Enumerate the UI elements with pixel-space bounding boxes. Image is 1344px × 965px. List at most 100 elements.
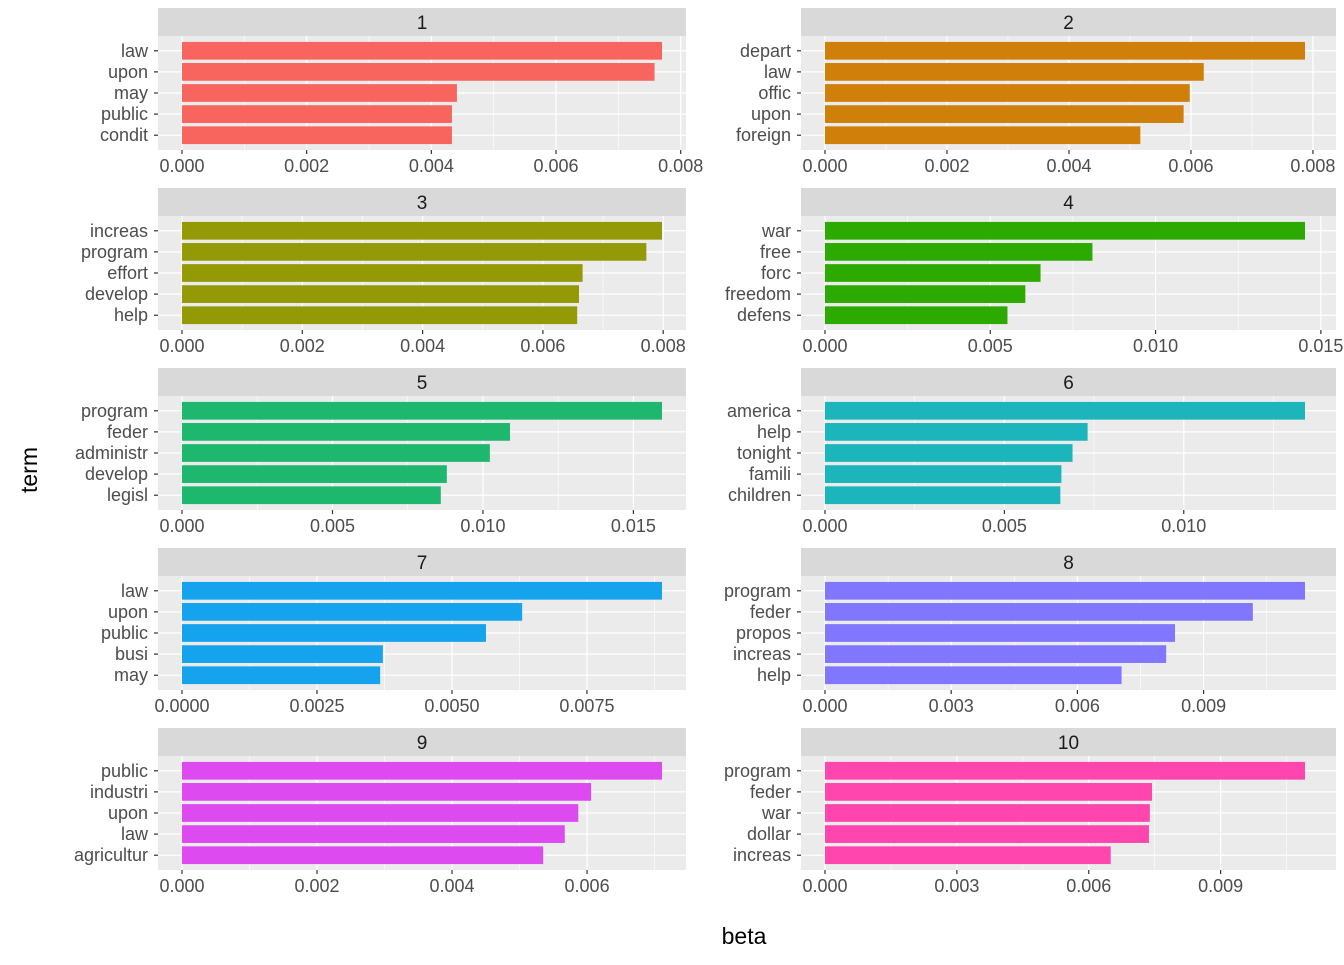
bar-freedom <box>825 285 1026 303</box>
bar-upon <box>825 105 1184 123</box>
term-label: law <box>121 824 149 844</box>
x-tick-label: 0.000 <box>802 156 847 176</box>
x-tick-label: 0.002 <box>280 336 325 356</box>
term-label: program <box>81 401 148 421</box>
term-label: administr <box>75 443 148 463</box>
bar-free <box>825 243 1093 261</box>
term-label: effort <box>107 263 148 283</box>
term-label: program <box>724 581 791 601</box>
facet-strip-label: 2 <box>1063 13 1074 34</box>
facet-strip <box>158 188 686 216</box>
bar-feder <box>825 603 1253 621</box>
x-tick-label: 0.000 <box>159 156 204 176</box>
x-axis-title: beta <box>722 923 767 949</box>
term-label: industri <box>90 782 148 802</box>
facet-strip <box>801 188 1336 216</box>
term-label: forc <box>761 263 791 283</box>
term-label: help <box>757 422 791 442</box>
facet-strip <box>158 8 686 36</box>
bar-busi <box>182 645 383 663</box>
x-tick-label: 0.004 <box>400 336 445 356</box>
term-label: america <box>727 401 792 421</box>
term-label: upon <box>108 602 148 622</box>
x-tick-label: 0.000 <box>802 516 847 536</box>
term-label: feder <box>107 422 148 442</box>
bar-law <box>182 41 662 60</box>
x-tick-label: 0.0075 <box>559 696 614 716</box>
x-tick-label: 0.006 <box>1168 156 1213 176</box>
bar-agricultur <box>182 846 544 865</box>
bar-legisl <box>182 486 441 505</box>
bar-public <box>182 761 662 780</box>
facet-strip <box>158 548 686 576</box>
facet-strip-label: 9 <box>417 733 428 754</box>
facet-strip-label: 6 <box>1063 373 1074 394</box>
term-label: program <box>724 761 791 781</box>
x-tick-label: 0.004 <box>430 876 475 896</box>
facet-panel-5: 5 0.000 0.005 0.010 0.015 programfederadminis… <box>75 368 686 536</box>
facet-panel-10: 10 0.000 0.003 0.006 0.009 programfederwardol… <box>724 728 1336 896</box>
bar-program <box>182 243 647 261</box>
bar-children <box>825 486 1061 505</box>
x-tick-label: 0.015 <box>1298 336 1343 356</box>
term-label: feder <box>750 602 791 622</box>
facet-strip-label: 8 <box>1063 553 1074 574</box>
x-tick-label: 0.000 <box>159 876 204 896</box>
x-tick-label: 0.000 <box>802 876 847 896</box>
bar-public <box>182 105 452 123</box>
bar-increas <box>825 645 1167 663</box>
bar-increas <box>182 221 662 240</box>
bar-feder <box>825 783 1153 801</box>
term-label: develop <box>85 464 148 484</box>
term-label: public <box>101 104 148 124</box>
term-label: busi <box>115 644 148 664</box>
facet-strip-label: 1 <box>417 13 428 34</box>
bar-law <box>182 825 565 843</box>
bar-forc <box>825 264 1041 282</box>
bar-upon <box>182 804 579 822</box>
facet-strip <box>158 368 686 396</box>
bar-increas <box>825 846 1111 865</box>
term-label: public <box>101 761 148 781</box>
facet-panel-1: 1 0.000 0.002 0.004 0.006 0.008 lawuponmaypubl… <box>100 8 703 176</box>
term-label: help <box>757 665 791 685</box>
x-tick-label: 0.008 <box>1290 156 1335 176</box>
x-tick-label: 0.006 <box>520 336 565 356</box>
x-tick-label: 0.004 <box>1046 156 1091 176</box>
x-tick-label: 0.008 <box>641 336 686 356</box>
x-tick-label: 0.005 <box>968 336 1013 356</box>
bar-help <box>182 306 578 325</box>
bar-famili <box>825 465 1062 483</box>
bar-may <box>182 666 381 685</box>
bar-upon <box>182 603 523 621</box>
bar-develop <box>182 285 579 303</box>
x-tick-label: 0.010 <box>460 516 505 536</box>
bar-dollar <box>825 825 1149 843</box>
bar-effort <box>182 264 583 282</box>
facet-panel-8: 8 0.000 0.003 0.006 0.009 programfederproposi… <box>724 548 1336 716</box>
term-label: develop <box>85 284 148 304</box>
x-tick-label: 0.005 <box>310 516 355 536</box>
facet-strip-label: 7 <box>417 553 428 574</box>
x-tick-label: 0.010 <box>1133 336 1178 356</box>
term-label: free <box>760 242 791 262</box>
bar-upon <box>182 63 655 81</box>
x-tick-label: 0.003 <box>929 696 974 716</box>
x-tick-label: 0.000 <box>802 336 847 356</box>
facet-panel-7: 7 0.0000 0.0025 0.0050 0.0075 lawuponpublicbu… <box>101 548 686 716</box>
x-tick-label: 0.002 <box>924 156 969 176</box>
bar-may <box>182 84 457 102</box>
bar-foreign <box>825 126 1141 145</box>
term-label: law <box>121 581 149 601</box>
bar-america <box>825 401 1305 420</box>
bar-help <box>825 423 1088 441</box>
bar-defens <box>825 306 1008 325</box>
term-label: increas <box>733 644 791 664</box>
term-label: dollar <box>747 824 791 844</box>
bar-program <box>825 581 1305 600</box>
x-tick-label: 0.006 <box>1066 876 1111 896</box>
x-tick-label: 0.002 <box>284 156 329 176</box>
term-label: may <box>114 83 148 103</box>
term-label: law <box>764 62 792 82</box>
